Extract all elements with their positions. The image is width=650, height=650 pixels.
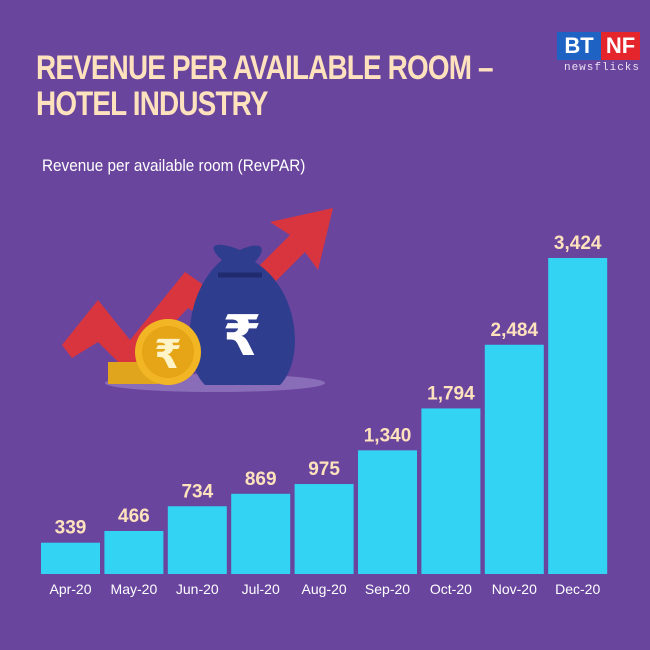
- data-label: 975: [308, 459, 340, 480]
- bar-Oct-20: [421, 408, 481, 574]
- logo-nf: NF: [601, 32, 640, 60]
- bt-newsflicks-logo: BT NF newsflicks: [557, 32, 640, 74]
- data-label: 1,340: [364, 425, 412, 446]
- rising-arrow-icon: [62, 208, 333, 372]
- illustration: ₹ ₹: [62, 208, 333, 392]
- data-label: 869: [245, 469, 277, 490]
- svg-text:₹: ₹: [223, 304, 262, 369]
- bar-Jul-20: [231, 493, 291, 574]
- x-tick-label: Sep-20: [365, 581, 410, 597]
- money-bag-rupee-icon: ₹: [189, 244, 295, 385]
- bar-Apr-20: [41, 542, 100, 574]
- title-line-2: HOTEL INDUSTRY: [36, 85, 269, 123]
- data-label: 339: [55, 518, 87, 539]
- bar-Nov-20: [484, 344, 544, 574]
- data-label: 3,424: [554, 233, 602, 254]
- data-label: 734: [181, 481, 213, 502]
- data-label: 1,794: [427, 383, 475, 404]
- logo-bt: BT: [557, 32, 601, 60]
- data-label: 2,484: [491, 320, 539, 341]
- x-tick-label: May-20: [111, 581, 158, 597]
- x-tick-label: Jun-20: [176, 581, 219, 597]
- svg-text:₹: ₹: [154, 332, 182, 378]
- x-tick-label: Oct-20: [430, 581, 472, 597]
- data-label: 466: [118, 506, 150, 527]
- bar-Aug-20: [294, 484, 354, 574]
- chart-title: REVENUE PER AVAILABLE ROOM – HOTEL INDUS…: [36, 50, 561, 122]
- bar-Dec-20: [548, 258, 608, 574]
- bar-May-20: [104, 530, 164, 574]
- logo-tagline: newsflicks: [563, 62, 640, 74]
- x-tick-label: Jul-20: [242, 581, 280, 597]
- title-line-1: REVENUE PER AVAILABLE ROOM –: [36, 49, 494, 87]
- rupee-coin-icon: ₹: [108, 319, 201, 385]
- chart-subtitle: Revenue per available room (RevPAR): [42, 156, 306, 175]
- x-tick-label: Dec-20: [555, 581, 600, 597]
- x-tick-label: Aug-20: [302, 581, 347, 597]
- bar-Sep-20: [358, 450, 417, 574]
- x-tick-label: Apr-20: [49, 581, 91, 597]
- bar-Jun-20: [167, 506, 227, 574]
- x-tick-label: Nov-20: [492, 581, 537, 597]
